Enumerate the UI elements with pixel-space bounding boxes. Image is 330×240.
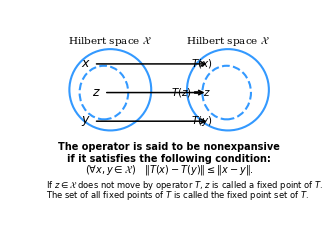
Text: $z$: $z$ bbox=[92, 86, 101, 99]
Text: If $z \in \mathcal{X}$ does not move by operator $T$, $z$ is called a fixed poin: If $z \in \mathcal{X}$ does not move by … bbox=[46, 179, 324, 192]
Text: Hilbert space $\mathcal{X}$: Hilbert space $\mathcal{X}$ bbox=[186, 35, 270, 48]
Text: The set of all fixed points of $T$ is called the fixed point set of $T$.: The set of all fixed points of $T$ is ca… bbox=[46, 189, 309, 202]
Text: if it satisfies the following condition:: if it satisfies the following condition: bbox=[67, 154, 271, 163]
Text: $y$: $y$ bbox=[81, 114, 91, 128]
Text: $T(x)$: $T(x)$ bbox=[191, 57, 213, 70]
Text: The operator is said to be nonexpansive: The operator is said to be nonexpansive bbox=[58, 142, 280, 152]
Text: $x$: $x$ bbox=[81, 57, 91, 70]
Text: $T(y)$: $T(y)$ bbox=[191, 114, 213, 128]
Text: Hilbert space $\mathcal{X}$: Hilbert space $\mathcal{X}$ bbox=[68, 35, 152, 48]
Text: $(\forall x, y \in \mathcal{X})\quad \|T(x) - T(y)\| \leq \|x - y\|.$: $(\forall x, y \in \mathcal{X})\quad \|T… bbox=[84, 163, 254, 177]
Text: $T(z) = z$: $T(z) = z$ bbox=[171, 86, 211, 99]
